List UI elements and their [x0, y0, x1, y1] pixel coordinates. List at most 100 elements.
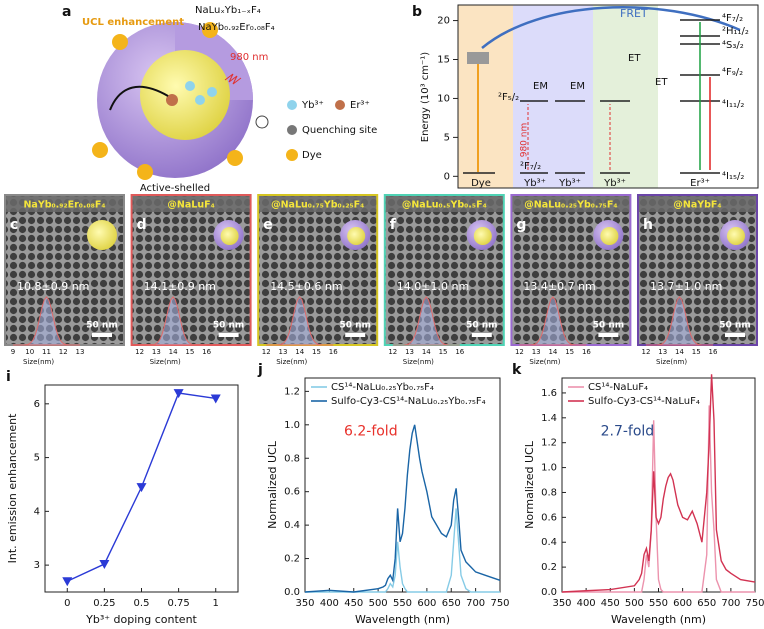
micrograph: [383, 194, 505, 346]
transfer-label: ET: [628, 53, 641, 64]
y-tick-label: 6: [34, 399, 40, 410]
panel-letter: g: [516, 217, 526, 233]
dye-level: [467, 52, 489, 64]
x-tick-label: 700: [721, 598, 740, 609]
core-icon: [347, 227, 366, 245]
size-axis: Size(nm): [23, 358, 54, 366]
x-tick-label: 700: [466, 598, 485, 609]
size-tick: 15: [565, 348, 574, 356]
core-icon: [600, 227, 619, 245]
legend-text: Yb³⁺: [301, 100, 324, 111]
y-tick-label: 0.6: [284, 487, 300, 498]
y-tick-label: 1.0: [284, 420, 300, 431]
level-label: ²F₇/₂: [520, 161, 541, 172]
yb-ion: [195, 95, 205, 105]
size-label: 14.1±0.9 nm: [144, 280, 216, 293]
x-tick-label: 550: [649, 598, 668, 609]
title-bar: [132, 196, 250, 212]
scale-label: 50 nm: [719, 321, 750, 331]
x-tick-label: 350: [295, 598, 314, 609]
size-axis: Size(nm): [403, 358, 434, 366]
y-tick-label: 1.0: [541, 463, 557, 474]
x-tick-label: 0: [64, 598, 70, 609]
level-label: ⁴I₁₅/₂: [722, 171, 744, 182]
size-tick: 14: [169, 348, 178, 356]
panel-letter: c: [10, 217, 18, 233]
dye: [92, 142, 108, 158]
y-tick-label: 0.4: [284, 520, 300, 531]
plot-frame: [304, 377, 501, 593]
x-tick-label: 0.25: [93, 598, 115, 609]
size-tick: 14: [675, 348, 684, 356]
size-distribution: [13, 296, 80, 346]
size-tick: 14: [295, 348, 304, 356]
size-tick: 12: [135, 348, 144, 356]
legend-label: Sulfo-Cy3-CS¹⁴-NaLu₀.₂₅Yb₀.₇₅F₄: [331, 396, 486, 407]
marker: [136, 483, 147, 493]
scale-label: 50 nm: [86, 321, 117, 331]
size-tick: 16: [329, 348, 338, 356]
panel-letter: d: [137, 217, 147, 233]
micrograph-title: @NaYbF₄: [673, 200, 721, 211]
species-label: Dye: [471, 178, 491, 189]
y-tick-label: 15: [437, 55, 450, 66]
core-label: NaYb₀.₉₂Er₀.₀₈F₄: [198, 22, 275, 33]
size-tick: 15: [185, 348, 194, 356]
y-axis-title: Energy (10³ cm⁻¹): [420, 52, 431, 143]
panel-letter: b: [412, 4, 422, 20]
dye: [202, 22, 218, 38]
x-tick-label: 350: [552, 598, 571, 609]
scale-bar: [345, 333, 366, 337]
title-bar: [385, 196, 503, 212]
size-tick: 13: [532, 348, 541, 356]
species-label: Yb³⁺: [603, 178, 626, 189]
size-tick: 15: [312, 348, 321, 356]
level-label: ⁴F₉/₂: [722, 67, 743, 78]
annotation: 6.2-fold: [344, 424, 398, 440]
level-label: ²F₅/₂: [498, 92, 519, 103]
size-tick: 16: [582, 348, 591, 356]
scale-bar: [725, 333, 745, 337]
scale-label: 50 nm: [339, 321, 370, 331]
fret-arrow: [481, 6, 741, 49]
series-line: [305, 508, 500, 593]
size-distribution: [392, 296, 460, 346]
species-label: Yb³⁺: [558, 178, 581, 189]
micrograph-title: @NaLu₀.₅Yb₀.₅F₄: [402, 200, 487, 211]
yb-band-2: [593, 5, 658, 188]
y-tick-label: 5: [34, 453, 40, 464]
size-tick: 13: [658, 348, 667, 356]
y-tick-label: 5: [444, 132, 450, 143]
marker: [210, 394, 221, 404]
panel-letter: f: [390, 217, 397, 233]
title-bar: [639, 196, 756, 212]
size-label: 10.8±0.9 nm: [17, 280, 89, 293]
panel-letter: e: [263, 217, 273, 233]
title-bar: [6, 196, 123, 212]
size-tick: 10: [25, 348, 34, 356]
micrograph-title: NaYb₀.₉₂Er₀.₀₈F₄: [23, 200, 105, 211]
size-tick: 11: [42, 348, 51, 356]
y-tick-label: 0: [444, 171, 450, 182]
size-tick: 13: [405, 348, 414, 356]
excitation-label: 980 nm: [230, 52, 268, 63]
series-line: [562, 405, 755, 593]
size-label: 14.0±1.0 nm: [397, 280, 469, 293]
level-label: ⁴F₇/₂: [722, 13, 743, 24]
y-tick-label: 1.6: [541, 388, 557, 399]
x-axis-title: Wavelength (nm): [611, 613, 706, 626]
size-tick: 16: [202, 348, 211, 356]
scale-bar: [218, 333, 239, 337]
arrow: [109, 85, 169, 111]
marker: [99, 560, 110, 570]
size-tick: 14: [548, 348, 557, 356]
micrograph: [510, 194, 632, 346]
x-tick-label: 650: [442, 598, 461, 609]
size-tick: 13: [278, 348, 287, 356]
level-label: ⁴S₃/₂: [722, 40, 744, 51]
dye: [137, 164, 153, 180]
species-label: Yb³⁺: [523, 178, 546, 189]
y-tick-label: 4: [34, 506, 40, 517]
scale-label: 50 nm: [593, 321, 624, 331]
micrograph-title: @NaLuF₄: [167, 200, 214, 211]
